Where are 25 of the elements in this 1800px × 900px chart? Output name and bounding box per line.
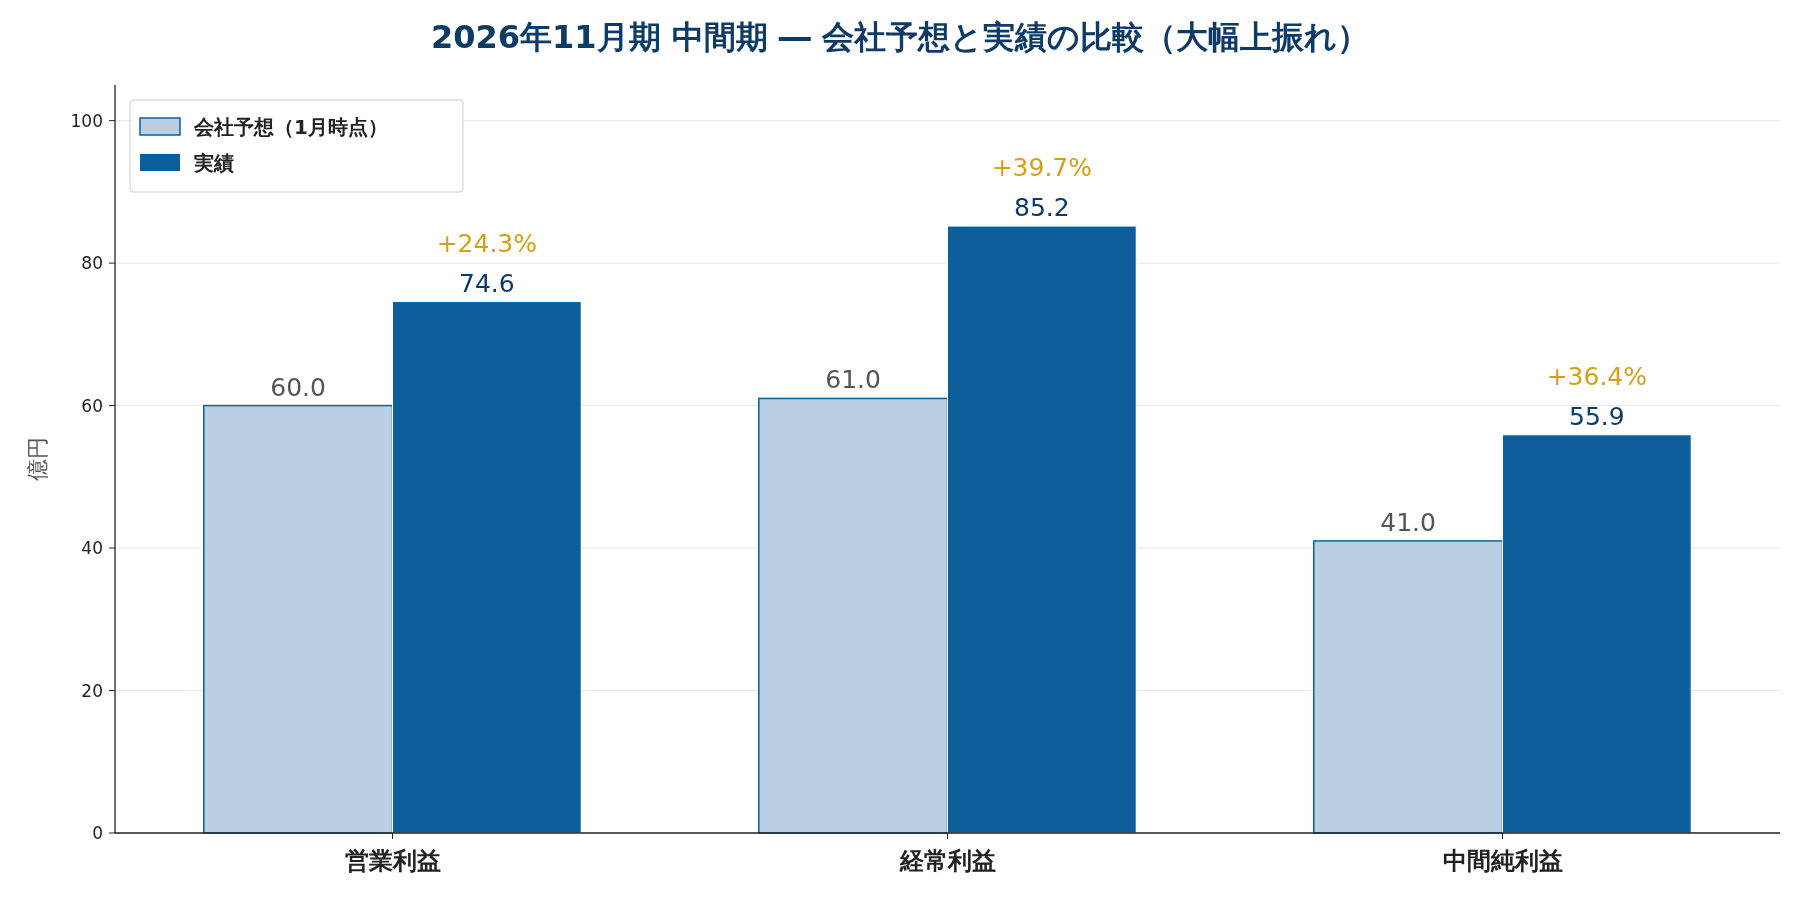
y-tick-label: 60 (81, 395, 103, 416)
data-label: 60.0 (270, 372, 326, 402)
x-tick-label: 営業利益 (344, 847, 441, 875)
y-tick-label: 20 (81, 680, 103, 701)
legend-label: 会社予想（1月時点） (193, 115, 388, 139)
annotation: +39.7% (991, 153, 1093, 183)
legend-label: 実績 (193, 151, 234, 175)
bar (392, 301, 582, 834)
data-label: 61.0 (825, 365, 881, 395)
bar (947, 225, 1137, 834)
chart-title: 2026年11月期 中間期 ― 会社予想と実績の比較（大幅上振れ） (430, 18, 1370, 56)
y-tick-label: 100 (70, 110, 103, 131)
y-tick-label: 80 (81, 253, 103, 274)
data-label: 74.6 (459, 268, 515, 298)
annotation: +24.3% (436, 228, 538, 258)
y-tick-label: 0 (92, 823, 103, 843)
bar (1502, 434, 1692, 834)
x-tick-label: 中間純利益 (1442, 847, 1563, 875)
data-label: 85.2 (1014, 193, 1070, 223)
data-label: 55.9 (1569, 401, 1625, 431)
x-tick-label: 経常利益 (898, 847, 996, 875)
y-tick-label: 40 (81, 538, 103, 559)
data-label: 41.0 (1380, 507, 1436, 537)
y-axis-title: 億円 (25, 437, 50, 481)
annotation: +36.4% (1546, 361, 1648, 391)
